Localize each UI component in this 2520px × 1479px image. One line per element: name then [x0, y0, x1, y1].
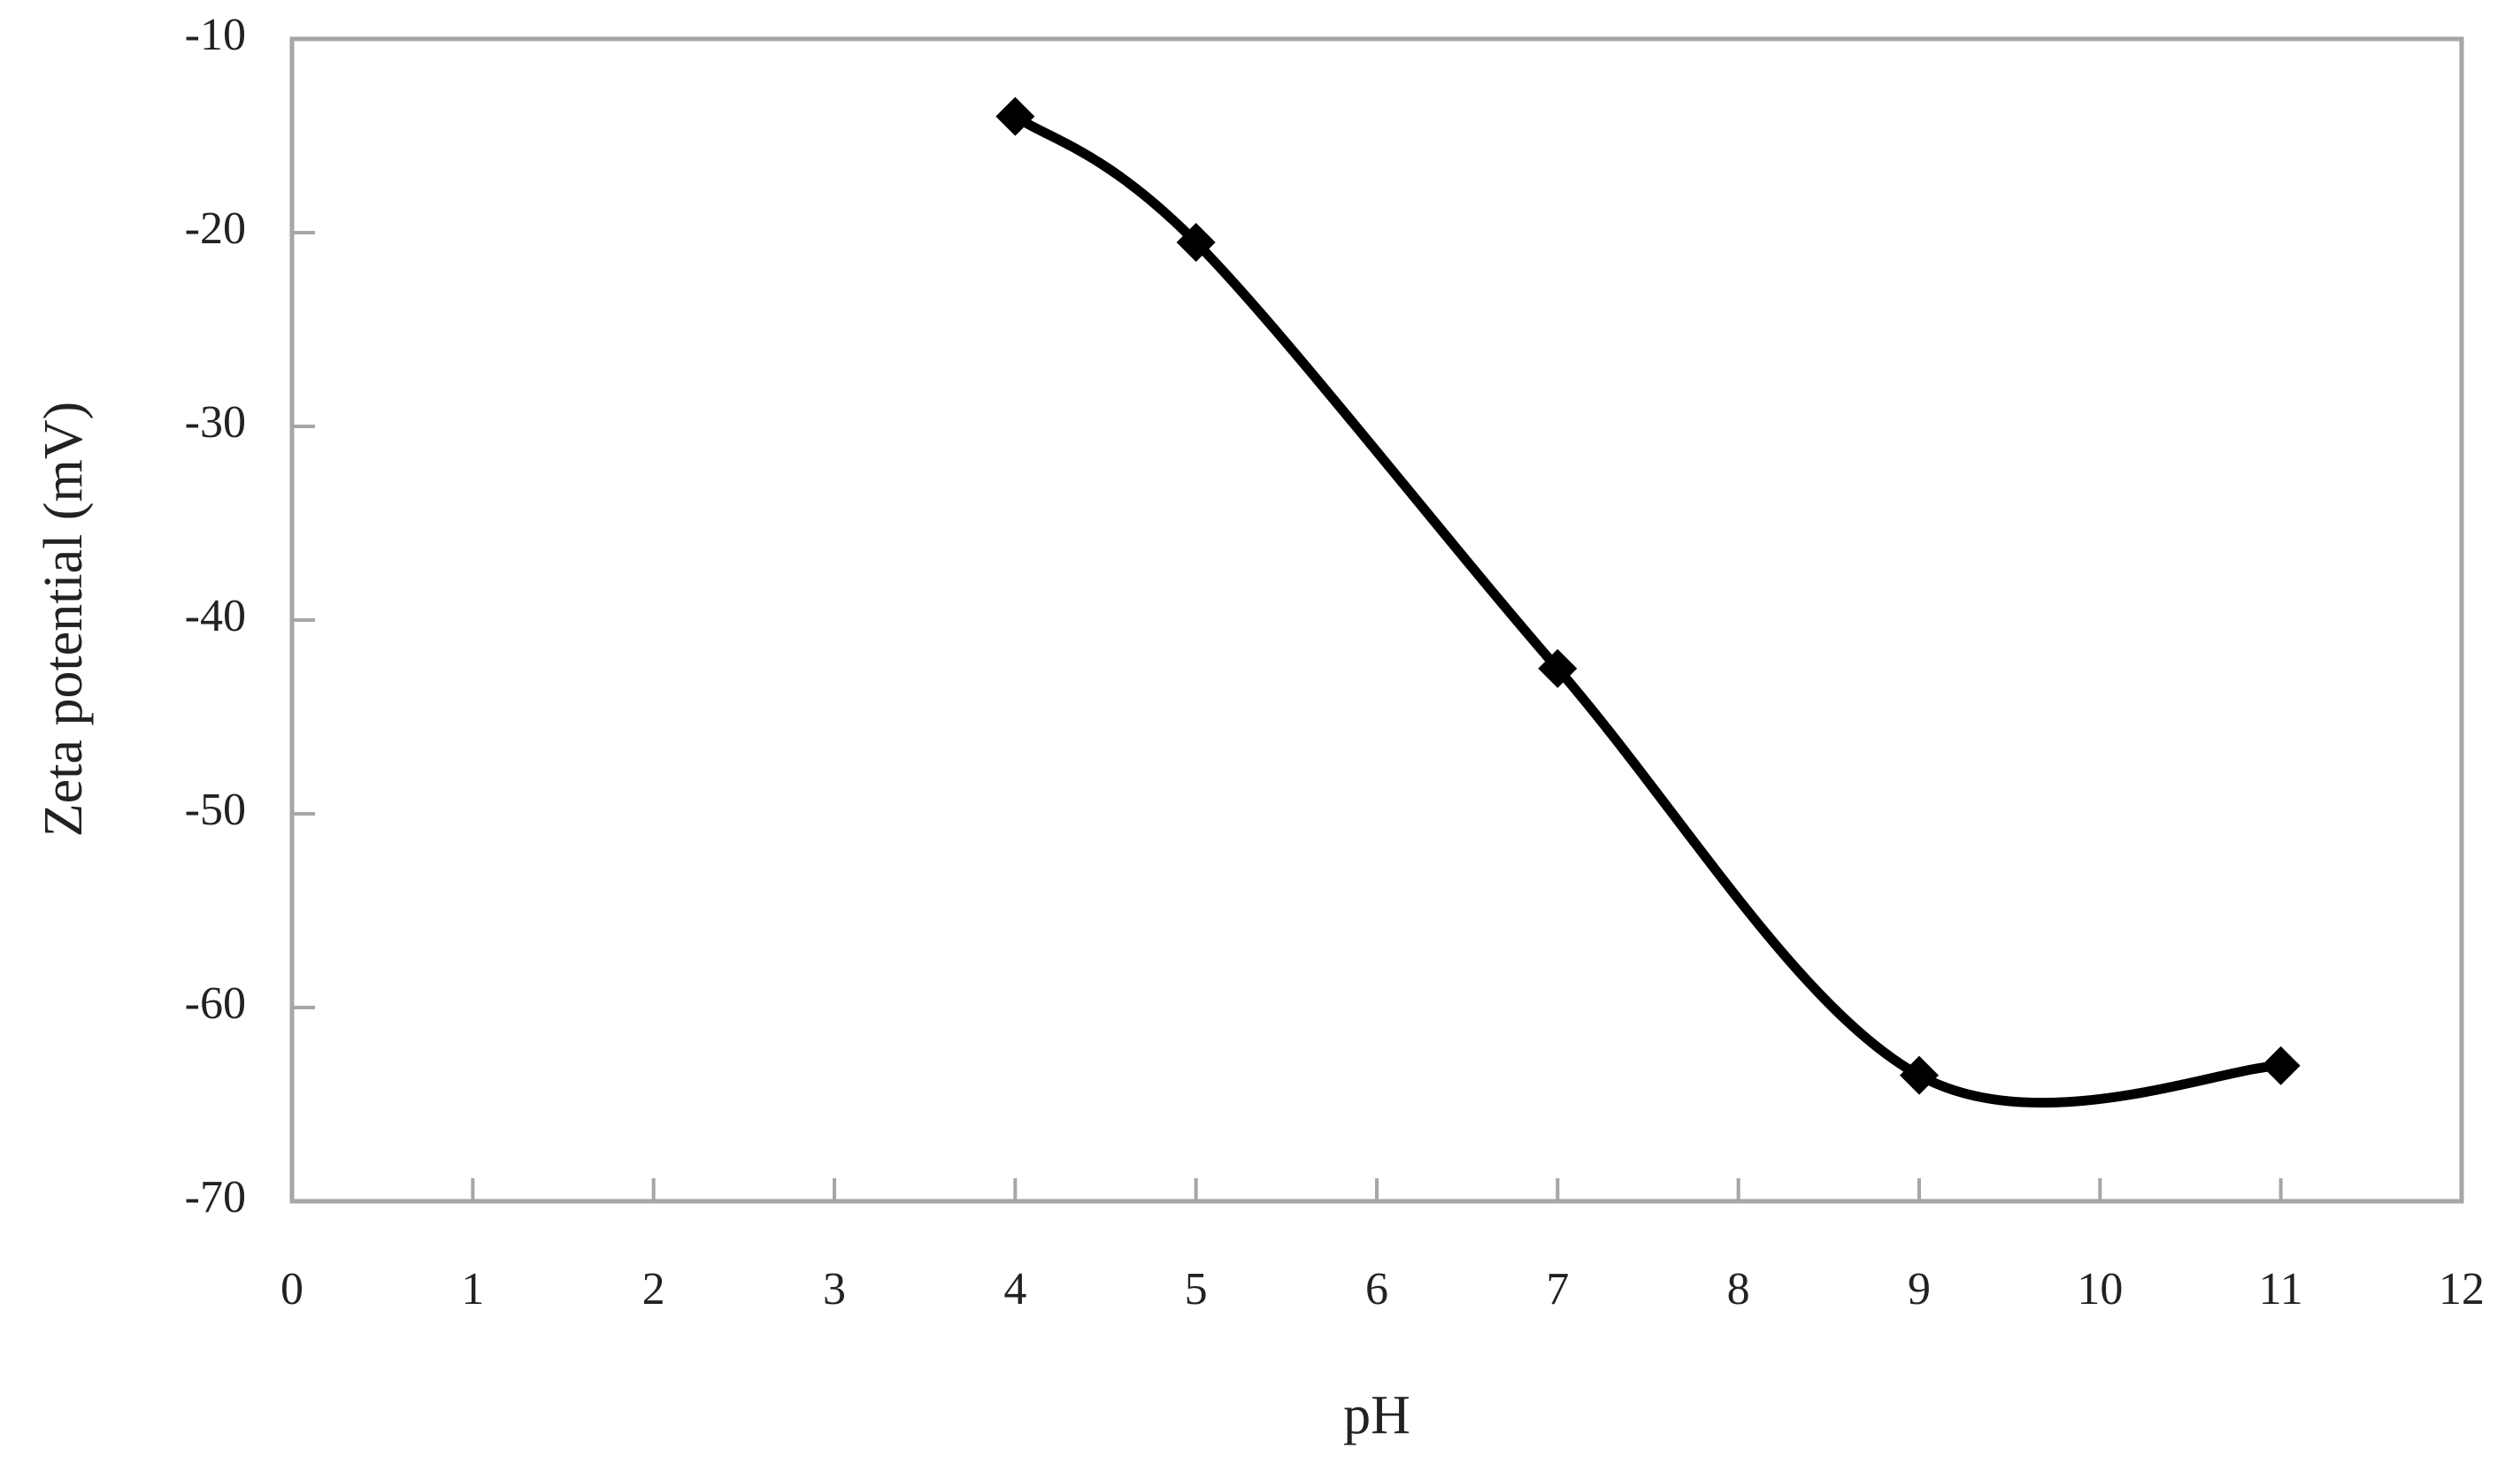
y-tick-label: -70 [185, 1172, 246, 1222]
data-line [1012, 112, 2281, 1108]
x-tick-label: 7 [1546, 1264, 1569, 1314]
data-marker [1538, 648, 1578, 688]
x-tick-label: 1 [461, 1264, 484, 1314]
plot-frame [289, 36, 2464, 1204]
x-axis-label: pH [1343, 1385, 1410, 1445]
x-tick-label: 10 [2077, 1264, 2123, 1314]
y-tick-label: -30 [185, 397, 246, 448]
data-marker [1176, 222, 1216, 262]
x-tick-label: 9 [1908, 1264, 1931, 1314]
y-tick-label: -50 [185, 785, 246, 835]
x-tick-label: 6 [1365, 1264, 1388, 1314]
x-tick-label: 12 [2439, 1264, 2485, 1314]
x-tick-label: 11 [2259, 1264, 2303, 1314]
x-tick-label: 4 [1003, 1264, 1026, 1314]
y-tick-label: -20 [185, 203, 246, 254]
x-tick-label: 0 [280, 1264, 303, 1314]
data-marker [1900, 1055, 1939, 1095]
data-marker [2261, 1046, 2301, 1085]
data-marker [995, 96, 1035, 136]
y-tick-label: -40 [185, 591, 246, 641]
y-axis-label: Zeta potential (mV) [34, 402, 94, 837]
x-tick-label: 3 [823, 1264, 846, 1314]
y-tick-label: -10 [185, 10, 246, 60]
x-tick-label: 2 [642, 1264, 665, 1314]
x-tick-label: 8 [1727, 1264, 1750, 1314]
y-tick-label: -60 [185, 978, 246, 1029]
x-tick-label: 5 [1185, 1264, 1208, 1314]
